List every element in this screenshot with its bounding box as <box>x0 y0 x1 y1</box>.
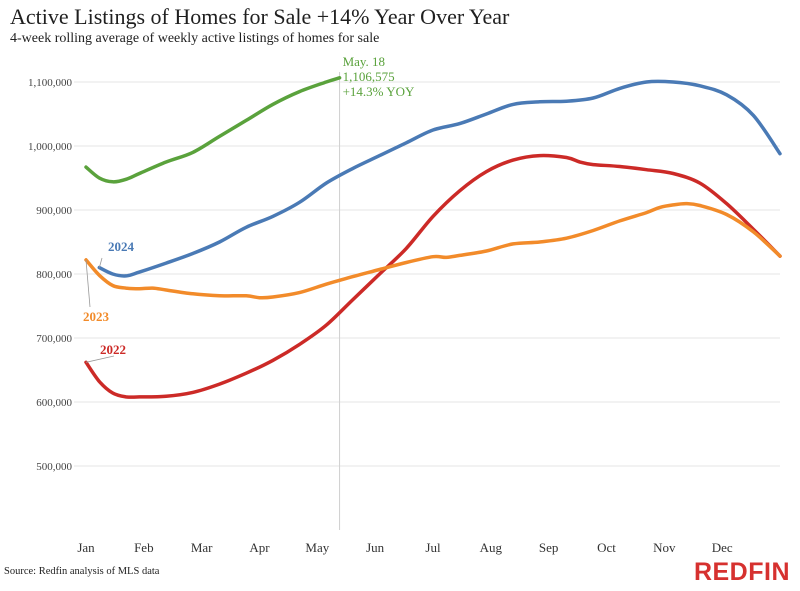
annotation-line: +14.3% YOY <box>343 84 415 99</box>
brand-logo: REDFIN <box>693 558 790 586</box>
y-tick-label: 600,000 <box>36 397 72 409</box>
source-note: Source: Redfin analysis of MLS data <box>4 566 160 577</box>
annotation: May. 181,106,575+14.3% YOY <box>343 54 415 99</box>
series-line-2022 <box>84 153 782 399</box>
y-tick-label: 1,000,000 <box>28 141 73 153</box>
annotation-line: May. 18 <box>343 54 386 69</box>
y-tick-label: 900,000 <box>36 205 72 217</box>
series-label-leader <box>85 259 91 308</box>
y-tick-label: 800,000 <box>36 269 72 281</box>
chart-title: Active Listings of Homes for Sale +14% Y… <box>10 4 510 29</box>
gridlines <box>74 81 780 467</box>
x-tick-label: May <box>305 540 329 555</box>
x-tick-label: Jul <box>425 540 441 555</box>
x-tick-label: Mar <box>191 540 213 555</box>
y-tick-label: 500,000 <box>36 461 72 473</box>
series-labels: 2022 2023 2024 <box>83 239 135 363</box>
series-label-leader <box>98 257 103 268</box>
y-tick-label: 700,000 <box>36 333 72 345</box>
series-label-leader <box>85 355 115 363</box>
x-tick-label: Nov <box>653 540 676 555</box>
y-axis-labels: 500,000 600,000 700,000 800,000 900,000 1,000… <box>28 77 73 473</box>
x-tick-label: Aug <box>480 540 503 555</box>
x-tick-label: Oct <box>597 540 616 555</box>
annotation-line: 1,106,575 <box>343 69 395 84</box>
series-label-2022: 2022 <box>100 342 126 357</box>
series-line-2024 <box>97 79 782 278</box>
x-tick-label: Apr <box>249 540 270 555</box>
series-lines <box>84 76 782 399</box>
x-tick-label: Feb <box>134 540 154 555</box>
x-tick-label: Jan <box>77 540 95 555</box>
x-tick-label: Jun <box>366 540 385 555</box>
chart-subtitle: 4-week rolling average of weekly active … <box>10 31 380 46</box>
series-label-2024: 2024 <box>108 239 135 254</box>
x-tick-label: Dec <box>712 540 733 555</box>
x-axis-labels: Jan Feb Mar Apr May Jun Jul Aug Sep Oct Nov Dec <box>77 540 733 555</box>
series-line-2023 <box>84 201 782 300</box>
y-tick-label: 1,100,000 <box>28 77 73 89</box>
series-line-current <box>84 76 342 184</box>
series-label-2023: 2023 <box>83 309 110 324</box>
x-tick-label: Sep <box>539 540 559 555</box>
